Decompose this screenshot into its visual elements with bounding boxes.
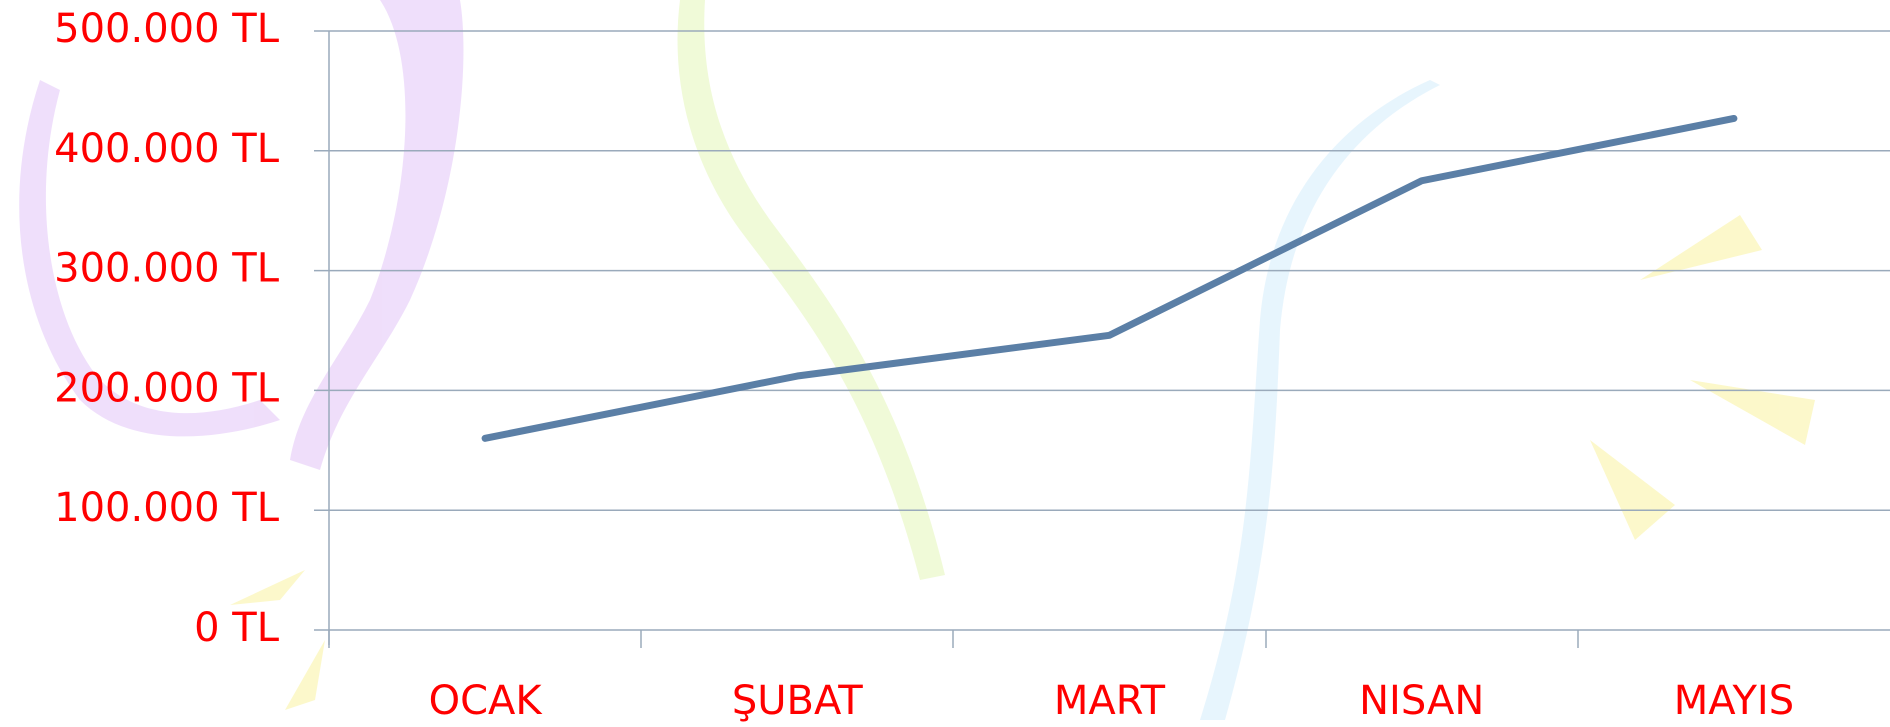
background-streamers (19, 0, 1815, 720)
x-tick-label: NISAN (1359, 678, 1484, 724)
x-tick-label: OCAK (429, 678, 544, 724)
y-tick-label: 500.000 TL (54, 6, 280, 52)
y-tick-label: 400.000 TL (54, 126, 280, 172)
x-tick-label: MAYIS (1674, 678, 1794, 724)
y-tick-label: 0 TL (194, 605, 280, 651)
y-tick-label: 300.000 TL (54, 246, 280, 292)
x-tick-label: ŞUBAT (732, 678, 863, 724)
y-tick-label: 200.000 TL (54, 365, 280, 411)
x-axis-ticks (328, 630, 1579, 648)
y-tick-label: 100.000 TL (54, 485, 280, 531)
data-line (481, 114, 1738, 442)
x-tick-label: MART (1054, 678, 1166, 724)
